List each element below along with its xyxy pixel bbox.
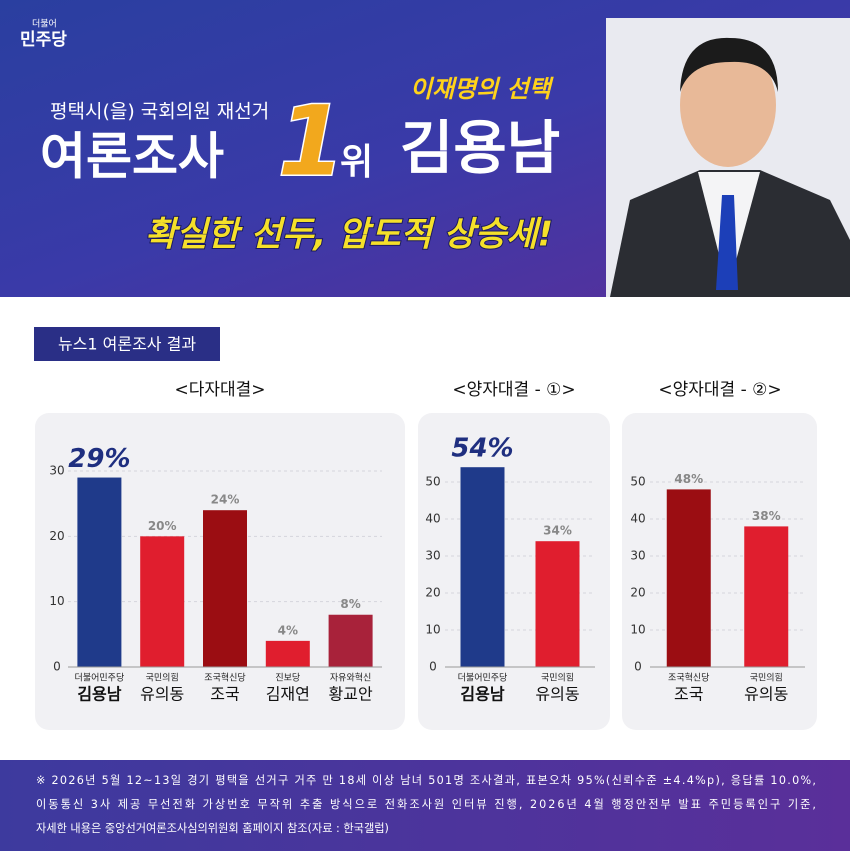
bar	[77, 477, 122, 667]
candidate-name: 김용남	[400, 114, 560, 182]
bar	[328, 614, 373, 667]
value-label: 48%	[674, 472, 703, 486]
y-tick-label: 10	[425, 623, 440, 637]
y-tick-label: 30	[49, 464, 64, 478]
party-label: 국민의힘	[146, 673, 179, 684]
x-tick-label: 유의동	[535, 685, 579, 704]
y-tick-label: 20	[425, 586, 440, 600]
party-label: 더불어민주당	[458, 673, 508, 684]
section-badge	[34, 327, 220, 361]
y-tick-label: 20	[630, 586, 645, 600]
x-tick-label: 조국	[674, 685, 703, 704]
y-tick-label: 10	[630, 623, 645, 637]
subtitle: 평택시(을) 국회의원 재선거	[50, 101, 269, 123]
slogan: 확실한 선두, 압도적 상승세!	[145, 215, 553, 255]
bar	[744, 526, 789, 667]
x-tick-label: 황교안	[329, 685, 373, 704]
portrait	[606, 18, 850, 297]
y-tick-label: 10	[49, 594, 64, 608]
panel	[418, 413, 610, 730]
rank-suffix: 위	[340, 142, 373, 183]
value-label: 24%	[211, 493, 240, 507]
value-label: 4%	[278, 623, 298, 637]
section-label: 뉴스1 여론조사 결과	[58, 335, 196, 354]
rank: 1	[278, 85, 345, 197]
value-label: 20%	[148, 519, 177, 533]
chart-title: <양자대결 - ②>	[658, 380, 781, 400]
party-label: 조국혁신당	[668, 673, 709, 684]
y-tick-label: 40	[630, 512, 645, 526]
party-label: 더불어민주당	[75, 673, 125, 684]
x-tick-label: 조국	[210, 685, 239, 704]
y-tick-label: 30	[630, 549, 645, 563]
bar	[460, 467, 505, 667]
value-label: 29%	[68, 444, 130, 474]
bar	[203, 510, 247, 667]
value-label: 34%	[543, 524, 572, 538]
footer-line: ※ 2026년 5월 12~13일 경기 평택을 선거구 거주 만 18세 이상…	[36, 773, 816, 787]
y-tick-label: 50	[630, 475, 645, 489]
bar	[666, 489, 711, 667]
y-tick-label: 0	[429, 660, 437, 674]
party-label: 조국혁신당	[204, 673, 245, 684]
x-tick-label: 김용남	[77, 685, 121, 704]
value-label: 38%	[752, 509, 781, 523]
y-tick-label: 0	[634, 660, 642, 674]
y-tick-label: 0	[53, 660, 61, 674]
chart-title: <양자대결 - ①>	[452, 380, 575, 400]
headline: 여론조사	[40, 128, 224, 186]
bar	[535, 541, 580, 667]
footer-line: 자세한 내용은 중앙선거여론조사심의위원회 홈페이지 참조(자료 : 한국갤럽)	[36, 821, 389, 835]
bar	[140, 536, 185, 667]
x-tick-label: 유의동	[744, 685, 788, 704]
party-label: 국민의힘	[541, 673, 574, 684]
chart-title: <다자대결>	[174, 380, 265, 400]
logo: 민주당	[20, 30, 67, 50]
x-tick-label: 유의동	[140, 685, 184, 704]
x-tick-label: 김재연	[266, 685, 310, 704]
footer: ※ 2026년 5월 12~13일 경기 평택을 선거구 거주 만 18세 이상…	[36, 773, 816, 835]
y-tick-label: 40	[425, 512, 440, 526]
y-tick-label: 20	[49, 529, 64, 543]
y-tick-label: 50	[425, 475, 440, 489]
value-label: 8%	[340, 597, 360, 611]
party-label: 국민의힘	[750, 673, 783, 684]
party-label: 진보당	[275, 673, 300, 684]
logo-small: 더불어	[32, 19, 57, 30]
y-tick-label: 30	[425, 549, 440, 563]
footer-bg	[0, 760, 850, 851]
bar	[265, 640, 310, 667]
x-tick-label: 김용남	[460, 685, 504, 704]
value-label: 54%	[451, 434, 513, 464]
tagline: 이재명의 선택	[410, 75, 554, 103]
party-label: 자유와혁신	[330, 672, 371, 684]
footer-line: 이동통신 3사 제공 무선전화 가상번호 무작위 추출 방식으로 전화조사원 인…	[36, 797, 816, 811]
